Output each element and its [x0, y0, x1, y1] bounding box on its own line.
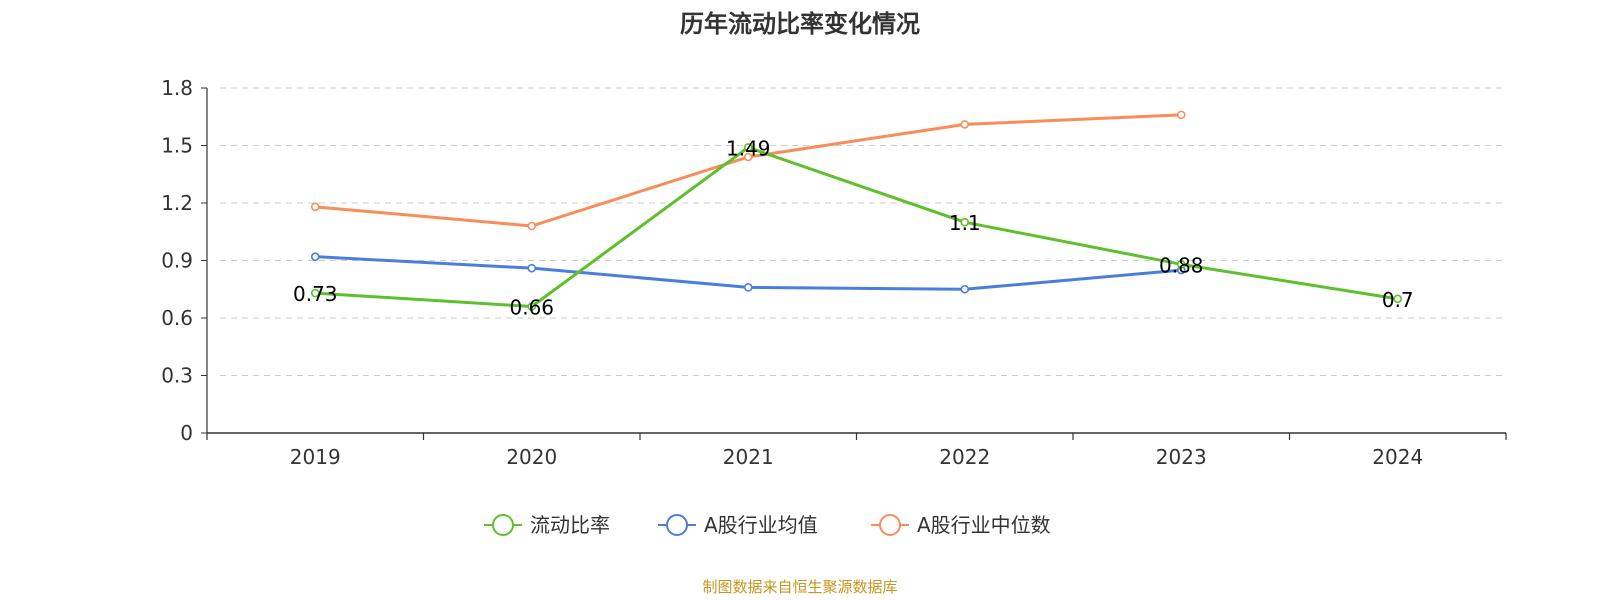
chart-title: 历年流动比率变化情况: [680, 10, 920, 38]
data-point: [1176, 110, 1186, 120]
series-line: [315, 113, 1182, 228]
legend-marker-icon: [666, 514, 688, 536]
data-point: [310, 252, 320, 261]
y-tick-label: 0.3: [161, 364, 193, 388]
data-label: 0.88: [1159, 253, 1204, 277]
x-tick-label: 2023: [1156, 445, 1207, 469]
legend-marker-icon: [492, 514, 514, 536]
data-point: [743, 143, 753, 152]
legend-item-3[interactable]: A股行业中位数: [871, 513, 1051, 537]
series-2: [310, 252, 1186, 294]
legend-label: A股行业中位数: [917, 513, 1051, 537]
legend-item-2[interactable]: A股行业均值: [658, 513, 818, 537]
legend-label: A股行业均值: [704, 513, 818, 537]
data-point: [310, 202, 320, 212]
data-point: [310, 288, 320, 298]
data-point: [960, 120, 970, 129]
x-tick-label: 2022: [939, 445, 990, 469]
series-layer: [310, 110, 1403, 311]
legend[interactable]: 流动比率 A股行业均值 A股行业中位数: [484, 513, 1051, 537]
grid-lines: [220, 87, 1506, 376]
data-point: [1393, 294, 1403, 304]
y-tick-label: 0.6: [161, 306, 193, 330]
y-tick-label: 1.2: [161, 191, 193, 215]
y-tick-label: 1.5: [161, 134, 193, 158]
legend-item-1[interactable]: 流动比率: [484, 513, 610, 537]
legend-marker-icon: [879, 514, 901, 536]
data-point: [743, 152, 753, 162]
data-label: 0.7: [1382, 288, 1414, 312]
data-label: 0.66: [509, 296, 554, 320]
series-1: [310, 143, 1403, 311]
y-tick-label: 1.8: [161, 76, 193, 100]
data-label: 1.49: [726, 136, 771, 160]
axes: 0 0.3 0.6 0.9 1.2 1.5 1.8 2019 2020 2021 2022 2023 2…: [161, 76, 1507, 469]
x-tick-label: 2021: [723, 445, 774, 469]
x-tick-label: 2024: [1372, 445, 1423, 469]
data-labels: 0.73 0.66 1.49 1.1 0.88 0.7: [293, 136, 1414, 319]
y-tick-label: 0.9: [161, 249, 193, 273]
x-tick-label: 2020: [506, 445, 557, 469]
series-line: [315, 145, 1398, 308]
data-point: [527, 221, 537, 231]
data-point: [743, 283, 753, 292]
data-point: [527, 302, 537, 311]
data-point: [960, 284, 970, 294]
data-label: 1.1: [949, 211, 981, 235]
data-label: 0.73: [293, 282, 338, 306]
source-note: 制图数据来自恒生聚源数据库: [702, 578, 897, 596]
series-3: [310, 110, 1186, 231]
data-point: [960, 217, 970, 227]
data-point: [1176, 260, 1186, 269]
data-point: [527, 263, 537, 273]
x-tick-label: 2019: [290, 445, 341, 469]
legend-label: 流动比率: [530, 513, 610, 537]
y-tick-label: 0: [180, 421, 193, 445]
